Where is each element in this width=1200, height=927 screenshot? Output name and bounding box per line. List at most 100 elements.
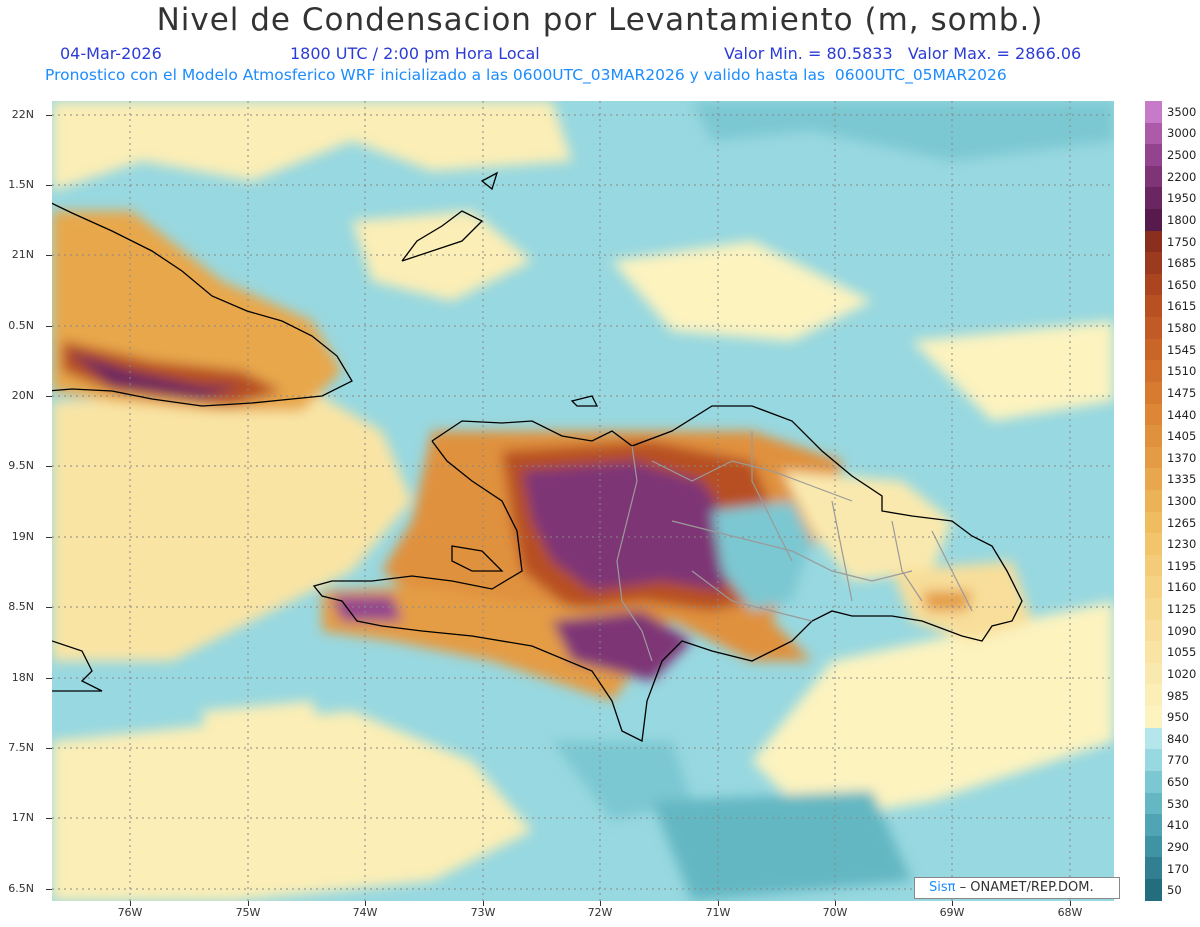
lat-tick [46,537,52,538]
colorbar-level: 1615 [1167,299,1197,314]
lon-tick [130,901,131,906]
colorbar-cell [1145,533,1162,555]
lon-label: 72W [587,906,613,919]
colorbar-cell [1145,792,1162,815]
colorbar-cell [1145,468,1162,490]
colorbar [1145,101,1162,901]
colorbar-level: 1125 [1167,602,1197,617]
colorbar-level: 2500 [1167,148,1197,163]
lat-label: 21N [11,248,34,261]
colorbar-cell [1145,425,1162,447]
colorbar-cell [1145,857,1162,879]
colorbar-cell [1145,706,1162,728]
lon-tick [365,901,366,906]
lon-tick [1070,901,1071,906]
colorbar-level: 530 [1167,796,1189,811]
colorbar-cell [1145,187,1162,210]
map-canvas [52,101,1114,901]
map-title: Nivel de Condensacion por Levantamiento … [156,2,1044,38]
colorbar-level: 1160 [1167,580,1197,595]
lon-label: 68W [1057,906,1083,919]
colorbar-cell [1145,727,1162,750]
colorbar-level: 1685 [1167,256,1197,271]
colorbar-cell [1145,814,1162,836]
lat-label: 19N [11,530,34,543]
colorbar-cell [1145,554,1162,577]
forecast-date: 04-Mar-2026 [60,44,162,63]
colorbar-level: 1545 [1167,342,1197,357]
colorbar-cell [1145,749,1162,771]
colorbar-level: 950 [1167,710,1189,725]
lat-tick [46,818,52,819]
colorbar-level: 1950 [1167,191,1197,206]
colorbar-cell [1145,165,1162,188]
colorbar-level: 1370 [1167,450,1197,465]
colorbar-cell [1145,209,1162,231]
colorbar-cell [1145,770,1162,793]
colorbar-cell [1145,576,1162,599]
colorbar-level: 1055 [1167,645,1197,660]
min-max-values: Valor Min. = 80.5833 Valor Max. = 2866.0… [724,44,1082,63]
lon-label: 71W [705,906,731,919]
colorbar-level: 410 [1167,818,1189,833]
lat-tick [46,326,52,327]
colorbar-cell [1145,641,1162,663]
colorbar-cell [1145,101,1162,123]
colorbar-level: 1230 [1167,537,1197,552]
colorbar-level: 1800 [1167,212,1197,227]
lat-label: 22N [11,108,34,121]
colorbar-level: 770 [1167,753,1189,768]
lat-label: 7.5N [8,741,34,754]
colorbar-cell [1145,619,1162,642]
lat-label: 8.5N [8,600,34,613]
lat-tick [46,396,52,397]
colorbar-cell [1145,317,1162,339]
colorbar-cell [1145,252,1162,274]
colorbar-cell [1145,230,1162,253]
colorbar-level: 1195 [1167,558,1197,573]
colorbar-cell [1145,511,1162,534]
lon-label: 70W [822,906,848,919]
colorbar-level: 3500 [1167,104,1197,119]
colorbar-level: 1580 [1167,321,1197,336]
lat-tick [46,115,52,116]
colorbar-level: 1335 [1167,472,1197,487]
lat-tick [46,185,52,186]
lon-label: 76W [117,906,143,919]
colorbar-cell [1145,144,1162,166]
colorbar-cell [1145,295,1162,318]
colorbar-cell [1145,360,1162,382]
colorbar-cell [1145,273,1162,296]
credit-org: – ONAMET/REP.DOM. [959,880,1094,895]
field-shading [52,101,1114,901]
colorbar-cell [1145,598,1162,620]
colorbar-level: 1440 [1167,407,1197,422]
colorbar-level: 650 [1167,775,1189,790]
lat-label: 9.5N [8,459,34,472]
colorbar-level: 1750 [1167,234,1197,249]
colorbar-cell [1145,878,1162,901]
lon-tick [483,901,484,906]
lon-label: 74W [352,906,378,919]
colorbar-level: 50 [1167,883,1182,898]
lon-tick [248,901,249,906]
colorbar-level: 1405 [1167,429,1197,444]
credit-box: Sisπ – ONAMET/REP.DOM. [914,877,1120,899]
colorbar-level: 2200 [1167,169,1197,184]
lon-label: 73W [470,906,496,919]
lat-label: 1.5N [8,178,34,191]
lat-tick [46,466,52,467]
lat-tick [46,889,52,890]
colorbar-cell [1145,122,1162,145]
lon-tick [835,901,836,906]
colorbar-level: 1265 [1167,515,1197,530]
colorbar-level: 3000 [1167,126,1197,141]
colorbar-level: 170 [1167,861,1189,876]
lcl-map [52,101,1114,901]
colorbar-cell [1145,338,1162,361]
colorbar-cell [1145,684,1162,707]
lat-label: 20N [11,389,34,402]
lat-tick [46,607,52,608]
colorbar-level: 1650 [1167,277,1197,292]
colorbar-level: 1475 [1167,385,1197,400]
